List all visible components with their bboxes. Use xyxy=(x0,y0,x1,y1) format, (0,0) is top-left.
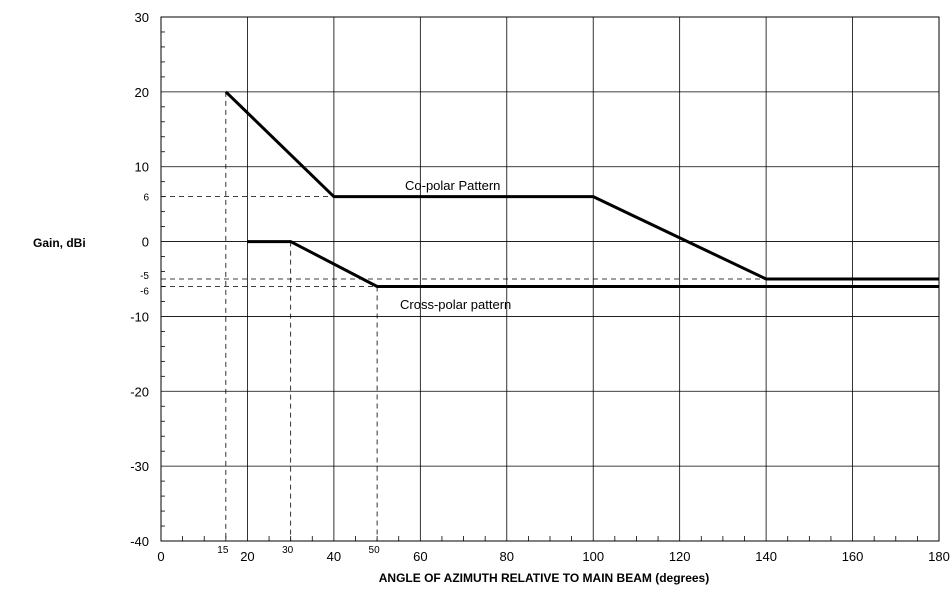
y-tick-label: 20 xyxy=(135,85,149,100)
y-tick-label: -30 xyxy=(130,459,149,474)
x-tick-label-minor: 15 xyxy=(217,545,229,556)
x-tick-label-minor: 50 xyxy=(369,545,381,556)
y-tick-label: 10 xyxy=(135,160,149,175)
y-tick-label-minor: 6 xyxy=(143,193,149,204)
y-tick-label: -20 xyxy=(130,384,149,399)
x-tick-label: 20 xyxy=(240,549,254,564)
x-tick-label: 0 xyxy=(157,549,164,564)
y-tick-label: 0 xyxy=(142,235,149,250)
x-tick-label: 60 xyxy=(413,549,427,564)
x-tick-label: 100 xyxy=(582,549,604,564)
x-axis-title: ANGLE OF AZIMUTH RELATIVE TO MAIN BEAM (… xyxy=(379,571,709,585)
y-tick-label: -40 xyxy=(130,534,149,549)
y-tick-label-minor: -5 xyxy=(140,271,149,282)
series-label-co-polar: Co-polar Pattern xyxy=(405,178,500,193)
x-tick-label: 80 xyxy=(500,549,514,564)
x-tick-label: 120 xyxy=(669,549,691,564)
y-tick-label-minor: -6 xyxy=(140,286,149,297)
series-lines xyxy=(224,90,939,288)
y-tick-label: 30 xyxy=(135,10,149,25)
y-axis-title: Gain, dBi xyxy=(33,236,86,250)
series-line-cross-polar xyxy=(247,240,939,288)
x-tick-label: 140 xyxy=(755,549,777,564)
minor-ticks xyxy=(161,31,918,541)
series-label-cross-polar: Cross-polar pattern xyxy=(400,297,511,312)
series-line-co-polar xyxy=(224,90,939,281)
x-tick-label: 40 xyxy=(327,549,341,564)
plot-frame xyxy=(160,16,940,542)
x-tick-label: 180 xyxy=(928,549,950,564)
y-tick-label: -10 xyxy=(130,309,149,324)
x-tick-label: 160 xyxy=(842,549,864,564)
x-tick-label-minor: 30 xyxy=(282,545,294,556)
